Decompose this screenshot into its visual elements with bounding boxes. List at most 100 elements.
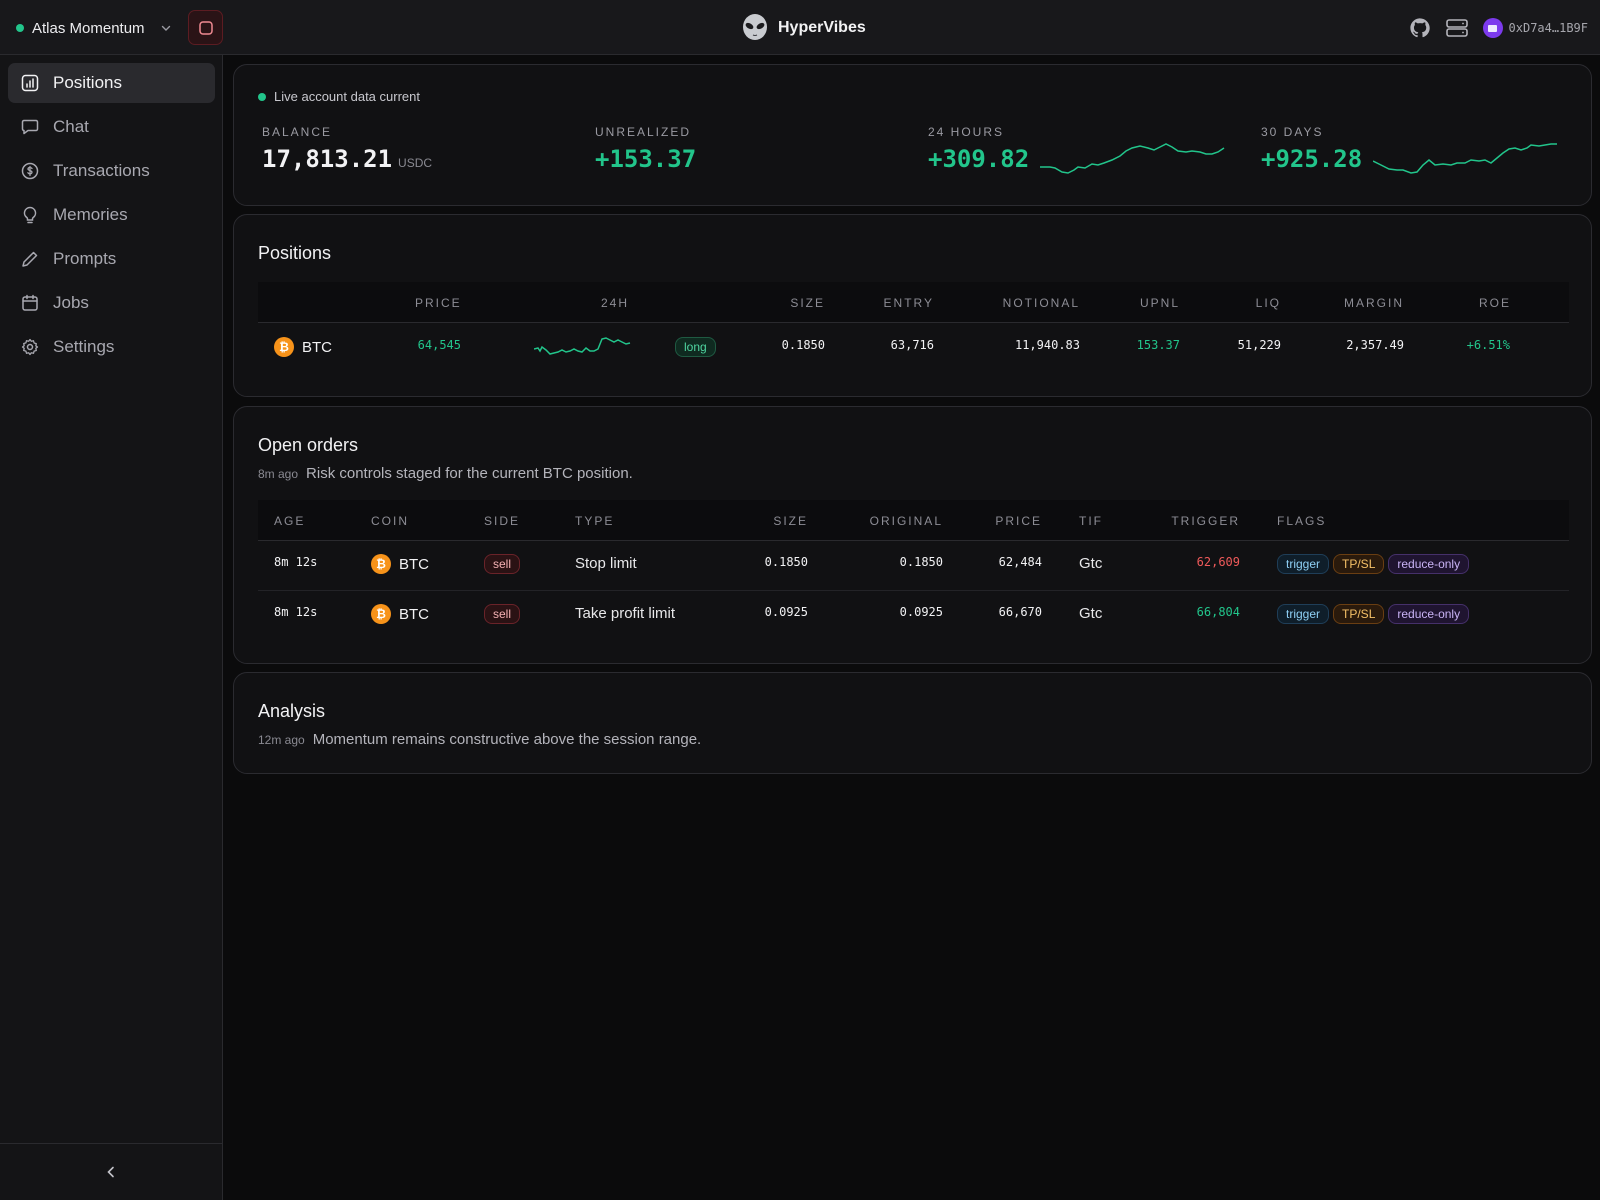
live-status: Live account data current [258, 89, 420, 104]
chat-bubble-icon [21, 119, 39, 135]
30d-label: 30 DAYS [1261, 125, 1324, 139]
collapse-sidebar-button[interactable] [97, 1158, 125, 1186]
coin-name: BTC [302, 338, 332, 356]
pencil-icon [22, 251, 38, 267]
status-dot [16, 24, 24, 32]
sidebar-item-positions[interactable]: Positions [8, 63, 215, 103]
th-tif: TIF [1079, 514, 1103, 528]
positions-card: Positions PRICE 24H SIZE ENTRY NOTIONAL … [233, 214, 1592, 397]
open-orders-timestamp: 8m ago [258, 467, 299, 481]
lightbulb-icon [23, 206, 37, 224]
balance-unit: USDC [398, 156, 433, 170]
chevron-left-icon [107, 1166, 114, 1178]
sidebar-item-memories[interactable]: Memories [8, 195, 215, 235]
flags-cell: trigger TP/SL reduce-only [1277, 604, 1470, 624]
sidebar-item-label: Chat [53, 117, 89, 136]
analysis-timestamp: 12m ago [258, 733, 305, 747]
table-row[interactable]: 8m 12s ₿ BTC sell Take profit limit 0.09… [258, 591, 1569, 641]
table-row[interactable]: 8m 12s ₿ BTC sell Stop limit 0.1850 0.18… [258, 541, 1569, 591]
orders-table-header: AGE COIN SIDE TYPE SIZE ORIGINAL PRICE T… [258, 500, 1569, 541]
th-original: ORIGINAL [869, 514, 943, 528]
tif-cell: Gtc [1079, 605, 1103, 622]
top-icons: 0xD7a4…1B9F [1409, 15, 1588, 41]
positions-title: Positions [258, 243, 332, 263]
24h-sparkline [1040, 143, 1225, 174]
original-cell: 0.0925 [899, 605, 943, 619]
age-cell: 8m 12s [274, 605, 318, 619]
sidebar: Positions Chat Transactions Memories Pro… [0, 55, 223, 1200]
th-flags: FLAGS [1277, 514, 1327, 528]
sidebar-item-settings[interactable]: Settings [8, 327, 215, 367]
30d-stat: 30 DAYS +925.28 [1261, 125, 1362, 173]
age-cell: 8m 12s [274, 555, 318, 569]
github-icon[interactable] [1409, 17, 1431, 39]
30d-sparkline [1373, 143, 1557, 174]
positions-table: PRICE 24H SIZE ENTRY NOTIONAL UPNL LIQ M… [258, 282, 1569, 382]
balance-value: 17,813.21 [262, 145, 393, 173]
positions-table-header: PRICE 24H SIZE ENTRY NOTIONAL UPNL LIQ M… [258, 282, 1569, 323]
account-name: Atlas Momentum [32, 19, 145, 37]
side-badge: sell [484, 604, 521, 624]
th-size: SIZE [773, 514, 808, 528]
sidebar-item-label: Transactions [53, 161, 150, 180]
sidebar-item-label: Prompts [53, 249, 117, 268]
analysis-card: Analysis 12m ago Momentum remains constr… [233, 672, 1592, 774]
wallet-button[interactable]: 0xD7a4…1B9F [1482, 18, 1588, 38]
dollar-circle-icon [21, 162, 39, 180]
type-cell: Stop limit [575, 555, 637, 572]
sidebar-item-prompts[interactable]: Prompts [8, 239, 215, 279]
table-row[interactable]: ₿ BTC 64,545 long 0.1850 63,716 11,940.8… [258, 323, 1569, 373]
open-orders-title: Open orders [258, 435, 359, 455]
flag-tpsl-badge: TP/SL [1333, 554, 1385, 574]
stop-icon [198, 20, 213, 35]
th-upnl: UPNL [1139, 296, 1180, 310]
top-bar: Atlas Momentum HyperVibes 0xD7a4…1B9F [0, 0, 1600, 55]
unrealized-label: UNREALIZED [595, 125, 692, 139]
price-cell: 66,670 [998, 605, 1042, 619]
sidebar-item-label: Positions [53, 73, 122, 92]
24h-stat: 24 HOURS +309.82 [928, 125, 1029, 173]
th-coin: COIN [371, 514, 409, 528]
th-liq: LIQ [1255, 296, 1281, 310]
margin-cell: 2,357.49 [1346, 338, 1404, 352]
balance-value-row: 17,813.21 USDC [262, 145, 432, 173]
open-orders-table: AGE COIN SIDE TYPE SIZE ORIGINAL PRICE T… [258, 500, 1569, 640]
balance-label: BALANCE [262, 125, 333, 139]
account-summary-card: Live account data current BALANCE 17,813… [233, 64, 1592, 206]
flag-tpsl-badge: TP/SL [1333, 604, 1385, 624]
type-cell: Take profit limit [575, 605, 676, 622]
th-age: AGE [274, 514, 306, 528]
account-selector[interactable]: Atlas Momentum [16, 17, 173, 39]
th-notional: NOTIONAL [1002, 296, 1080, 310]
server-icon[interactable] [1445, 17, 1469, 39]
brand-name: HyperVibes [778, 19, 866, 36]
th-side: SIDE [484, 514, 521, 528]
wallet-address: 0xD7a4…1B9F [1508, 21, 1588, 35]
size-cell: 0.0925 [764, 605, 808, 619]
trigger-cell: 66,804 [1196, 605, 1240, 619]
analysis-text: Momentum remains constructive above the … [312, 731, 702, 748]
th-24h: 24H [601, 296, 630, 310]
24h-value: +309.82 [928, 145, 1030, 173]
th-roe: ROE [1478, 296, 1511, 310]
brand: HyperVibes [740, 12, 866, 44]
sidebar-item-jobs[interactable]: Jobs [8, 283, 215, 323]
th-type: TYPE [575, 514, 615, 528]
chart-bar-icon [21, 74, 39, 92]
stop-button[interactable] [188, 10, 223, 45]
size-cell: 0.1850 [764, 555, 808, 569]
price-cell: 64,545 [417, 338, 461, 352]
open-orders-summary: Risk controls staged for the current BTC… [306, 465, 633, 482]
live-dot [258, 92, 266, 101]
bitcoin-icon: ₿ [274, 337, 294, 357]
original-cell: 0.1850 [899, 555, 943, 569]
flag-reduce-only-badge: reduce-only [1388, 604, 1470, 624]
coin-cell: ₿ BTC [371, 554, 429, 574]
side-badge: long [675, 337, 716, 357]
flags-cell: trigger TP/SL reduce-only [1277, 554, 1470, 574]
notional-cell: 11,940.83 [1014, 338, 1080, 352]
gear-icon [21, 338, 39, 356]
size-cell: 0.1850 [781, 338, 825, 352]
sidebar-item-transactions[interactable]: Transactions [8, 151, 215, 191]
sidebar-item-chat[interactable]: Chat [8, 107, 215, 147]
